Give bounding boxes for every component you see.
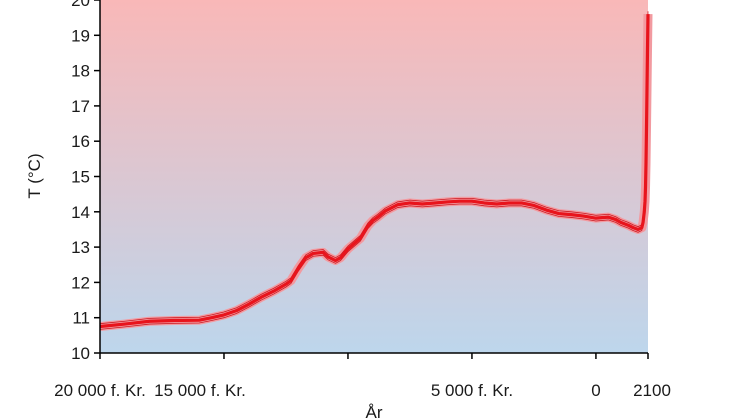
- y-tick-label: 12: [71, 273, 90, 292]
- y-tick-label: 11: [72, 309, 90, 328]
- x-axis-label: År: [366, 403, 383, 419]
- band-lower-edge: [99, 16, 649, 330]
- y-tick-label: 16: [71, 132, 90, 151]
- y-tick-label: 17: [71, 97, 90, 116]
- y-tick-label: 18: [71, 62, 90, 81]
- x-tick-label: 20 000 f. Kr.: [54, 381, 146, 400]
- x-tick-label: 0: [591, 381, 600, 400]
- band-upper-edge: [99, 11, 649, 325]
- y-tick-label: 19: [71, 26, 90, 45]
- y-axis-label: T (°C): [25, 153, 44, 198]
- x-ticks: 20 000 f. Kr. 15 000 f. Kr. 5 000 f. Kr. 0 2…: [54, 353, 671, 400]
- temperature-series-line: [99, 14, 650, 329]
- y-tick-label: 13: [71, 238, 90, 257]
- series-layer: [99, 11, 653, 331]
- x-tick-label: 5 000 f. Kr.: [431, 381, 513, 400]
- plot-background: [100, 0, 648, 353]
- y-tick-label: 14: [71, 203, 90, 222]
- y-tick-label: 10: [71, 344, 90, 363]
- x-tick-label: 15 000 f. Kr.: [154, 381, 246, 400]
- y-ticks: 10 11 12 13 14 15 16 17 18 19 20: [71, 0, 100, 363]
- y-tick-label: 20: [71, 0, 90, 10]
- y-tick-label: 15: [71, 168, 90, 187]
- x-tick-label: 2100: [633, 381, 671, 400]
